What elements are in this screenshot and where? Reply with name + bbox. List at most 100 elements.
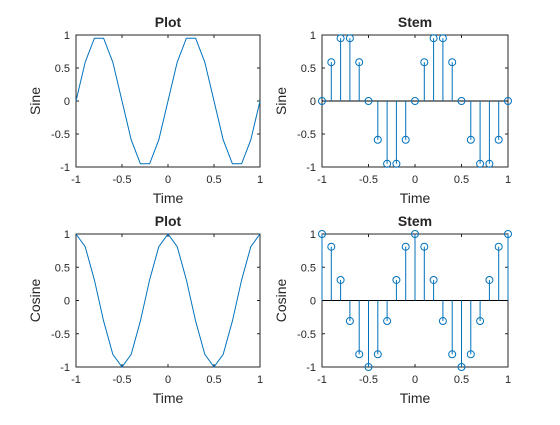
series-line: [75, 37, 261, 165]
stem-marker: [411, 230, 419, 238]
stem-marker: [383, 159, 392, 168]
stem-marker: [364, 97, 373, 105]
y-tick-label: -0.5: [51, 129, 70, 141]
stem-marker: [485, 159, 494, 168]
stem-marker: [345, 34, 354, 43]
y-tick-label: -0.5: [51, 329, 70, 341]
stem-marker: [401, 135, 410, 144]
stem-marker: [327, 58, 336, 67]
stem-marker: [457, 97, 466, 105]
stem-marker: [438, 317, 447, 326]
y-tick-label: 1: [64, 30, 70, 42]
x-tick-label: 1: [505, 174, 511, 186]
y-tick-label: 0: [64, 296, 70, 308]
stem-marker: [448, 58, 457, 67]
stem-marker: [355, 58, 364, 67]
x-tick-label: 1: [257, 174, 263, 186]
stem-marker: [420, 58, 429, 67]
y-axis-label: Sine: [273, 87, 289, 115]
stem-marker: [383, 317, 392, 326]
y-axis-label: Sine: [27, 87, 43, 115]
stem-marker: [429, 34, 438, 43]
x-tick-label: 0: [165, 374, 171, 386]
stem-marker: [448, 350, 457, 359]
y-tick-label: 1: [310, 229, 316, 241]
chart-title: Stem: [398, 213, 432, 229]
x-tick-label: 1: [505, 374, 511, 386]
stem-marker: [485, 275, 494, 284]
y-tick-label: -1: [60, 162, 70, 174]
x-tick-label: 0: [412, 374, 418, 386]
x-tick-label: -1: [317, 374, 327, 386]
stem-marker: [318, 97, 326, 105]
x-tick-label: -0.5: [113, 374, 132, 386]
y-tick-label: -1: [306, 162, 316, 174]
x-axis-label: Time: [400, 390, 431, 406]
stem-marker: [476, 317, 485, 326]
y-tick-label: 1: [64, 229, 70, 241]
stem-marker: [457, 363, 466, 371]
series-line: [75, 233, 261, 368]
stem-marker: [494, 135, 503, 144]
x-tick-label: 0.5: [454, 174, 469, 186]
stem-marker: [373, 350, 382, 359]
chart-title: Plot: [155, 213, 182, 229]
stem-marker: [392, 275, 401, 284]
stem-marker: [420, 242, 429, 251]
x-tick-label: 0: [412, 174, 418, 186]
stem-marker: [373, 135, 382, 144]
subplot-4: -1 -0.5 0 0.5 1 -1 -0.5 0 0.5 1 Stem Time Cosine: [273, 213, 512, 406]
chart-title: Plot: [155, 14, 182, 30]
y-tick-label: 0: [310, 296, 316, 308]
stem-marker: [336, 275, 345, 284]
x-axis-label: Time: [153, 190, 184, 206]
y-tick-label: 0: [64, 96, 70, 108]
stem-marker: [392, 159, 401, 168]
x-tick-label: -1: [71, 374, 81, 386]
x-tick-label: -0.5: [359, 374, 378, 386]
stem-marker: [318, 230, 326, 238]
x-tick-label: 1: [257, 374, 263, 386]
stem-marker: [411, 97, 419, 105]
y-tick-label: 0.5: [55, 262, 70, 274]
chart-title: Stem: [398, 14, 432, 30]
subplot-1: -1 -0.5 0 0.5 1 -1 -0.5 0 0.5 1 Plot Time Sine: [27, 14, 263, 206]
y-axis-label: Cosine: [273, 279, 289, 323]
stem-marker: [466, 350, 475, 359]
y-tick-label: 1: [310, 30, 316, 42]
x-axis-label: Time: [153, 390, 184, 406]
stem-marker: [336, 34, 345, 43]
subplot-3: -1 -0.5 0 0.5 1 -1 -0.5 0 0.5 1 Plot Time Cosine: [27, 213, 263, 406]
stem-marker: [494, 242, 503, 251]
y-tick-label: 0.5: [55, 63, 70, 75]
x-tick-label: -1: [317, 174, 327, 186]
x-tick-label: 0: [165, 174, 171, 186]
stem-marker: [345, 317, 354, 326]
y-axis-label: Cosine: [27, 279, 43, 323]
axes-box: [75, 233, 261, 368]
stem-marker: [476, 159, 485, 168]
stem-marker: [429, 275, 438, 284]
x-tick-label: -0.5: [359, 174, 378, 186]
y-tick-label: -1: [60, 362, 70, 374]
stem-marker: [504, 97, 512, 105]
stem-marker: [466, 135, 475, 144]
y-tick-label: -0.5: [297, 329, 316, 341]
stem-marker: [438, 34, 447, 43]
y-tick-label: -0.5: [297, 129, 316, 141]
x-tick-label: -0.5: [113, 174, 132, 186]
x-tick-label: -1: [71, 174, 81, 186]
stem-marker: [364, 363, 373, 371]
x-tick-label: 0.5: [206, 174, 221, 186]
y-tick-label: 0.5: [301, 262, 316, 274]
y-tick-label: 0.5: [301, 63, 316, 75]
stem-marker: [504, 230, 512, 238]
subplot-2: -1 -0.5 0 0.5 1 -1 -0.5 0 0.5 1 Stem Time Sine: [273, 14, 512, 206]
stem-marker: [401, 242, 410, 251]
y-tick-label: -1: [306, 362, 316, 374]
x-axis-label: Time: [400, 190, 431, 206]
x-tick-label: 0.5: [206, 374, 221, 386]
x-tick-label: 0.5: [454, 374, 469, 386]
